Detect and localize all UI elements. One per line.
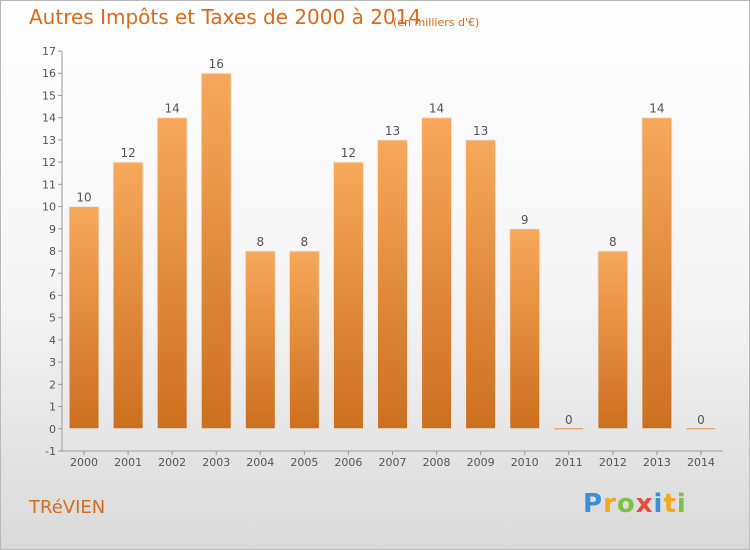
x-tick-label: 2007	[379, 456, 407, 469]
y-tick-label: 17	[42, 45, 56, 58]
bar-value-label: 14	[429, 102, 444, 116]
bar	[509, 228, 541, 430]
bar-value-label: 8	[609, 235, 617, 249]
y-tick-label: 10	[42, 201, 56, 214]
bar	[244, 250, 276, 430]
logo-letter: t	[663, 489, 677, 519]
bars	[68, 72, 717, 431]
y-tick-label: -1	[45, 445, 56, 458]
proxiti-logo: Proxiti	[583, 489, 687, 519]
y-tick-label: 2	[49, 378, 56, 391]
x-tick-label: 2013	[643, 456, 671, 469]
y-tick-label: 3	[49, 356, 56, 369]
x-tick-label: 2000	[70, 456, 98, 469]
logo-letter: i	[676, 489, 687, 519]
bar	[553, 427, 585, 431]
bar	[156, 117, 188, 430]
y-tick-label: 4	[49, 334, 56, 347]
y-tick-label: 0	[49, 423, 56, 436]
x-tick-label: 2010	[511, 456, 539, 469]
bar-value-label: 13	[473, 124, 488, 138]
bar-value-label: 12	[341, 146, 356, 160]
y-tick-label: 14	[42, 112, 56, 125]
y-tick-label: 9	[49, 223, 56, 236]
bar	[421, 117, 453, 430]
bar	[332, 161, 364, 430]
bar	[685, 427, 717, 431]
x-tick-label: 2008	[423, 456, 451, 469]
chart-title: Autres Impôts et Taxes de 2000 à 2014	[29, 5, 422, 29]
y-tick-label: 13	[42, 134, 56, 147]
x-tick-label: 2009	[467, 456, 495, 469]
x-tick-label: 2012	[599, 456, 627, 469]
bar-value-label: 8	[256, 235, 264, 249]
bar	[68, 206, 100, 430]
bar-value-label: 0	[565, 413, 573, 427]
x-tick-label: 2001	[114, 456, 142, 469]
x-axis: 2000 2001 2002 2003 2004 2005 2006 2007 2008 2009…	[62, 450, 723, 469]
bar	[641, 117, 673, 430]
bar-value-label: 12	[120, 146, 135, 160]
bar	[465, 139, 497, 430]
bar-value-label: 14	[165, 102, 180, 116]
x-tick-label: 2014	[687, 456, 715, 469]
y-tick-label: 8	[49, 245, 56, 258]
y-tick-label: 5	[49, 312, 56, 325]
place-name: TRéVIEN	[29, 497, 106, 518]
bar-value-label: 0	[697, 413, 705, 427]
x-tick-label: 2011	[555, 456, 583, 469]
bar	[112, 161, 144, 430]
bar-value-label: 16	[209, 57, 224, 71]
bar	[200, 72, 232, 430]
y-tick-label: 7	[49, 267, 56, 280]
bar	[377, 139, 408, 430]
x-tick-label: 2004	[246, 456, 274, 469]
bar-value-label: 8	[301, 235, 309, 249]
logo-letter: r	[603, 489, 617, 519]
value-labels: 10 12 14 16 8 8 12 13 14 13 9 0 8 14 0	[76, 57, 704, 427]
x-tick-label: 2002	[158, 456, 186, 469]
y-tick-label: 12	[42, 156, 56, 169]
x-tick-label: 2003	[202, 456, 230, 469]
chart-subtitle: (en milliers d'€)	[393, 16, 480, 29]
bar	[288, 250, 320, 430]
x-tick-label: 2006	[334, 456, 362, 469]
logo-letter: i	[653, 489, 664, 519]
y-tick-label: 1	[49, 401, 56, 414]
y-tick-label: 6	[49, 289, 56, 302]
bar-value-label: 14	[649, 102, 664, 116]
y-tick-label: 16	[42, 67, 56, 80]
y-tick-label: 15	[42, 89, 56, 102]
logo-letter: P	[583, 489, 604, 519]
y-tick-label: 11	[42, 178, 56, 191]
bar-value-label: 13	[385, 124, 400, 138]
logo-letter: x	[635, 489, 654, 519]
logo-letter: o	[616, 489, 636, 519]
x-tick-label: 2005	[290, 456, 318, 469]
bar-value-label: 10	[76, 191, 91, 205]
bar-value-label: 9	[521, 213, 529, 227]
bar	[597, 250, 629, 430]
